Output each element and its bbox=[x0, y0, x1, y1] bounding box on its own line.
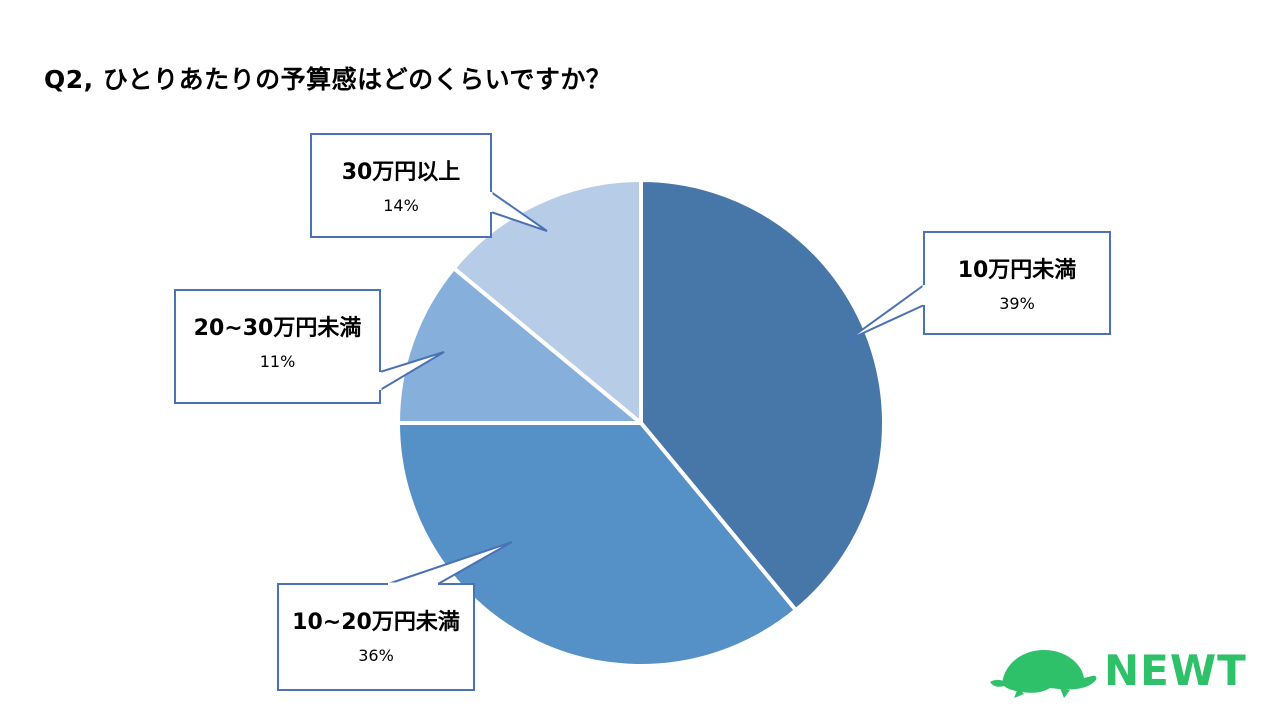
turtle-icon bbox=[990, 650, 1097, 698]
pie-slice-3 bbox=[396, 266, 643, 425]
slice-value-4: 14% bbox=[383, 196, 419, 215]
callout-box-3 bbox=[174, 289, 381, 404]
slice-label-4: 30万円以上 bbox=[341, 160, 461, 185]
pie-slice-2 bbox=[396, 421, 798, 668]
newt-logo: NEWT bbox=[988, 642, 1258, 700]
slice-value-1: 39% bbox=[999, 294, 1035, 313]
slice-value-2: 36% bbox=[358, 646, 394, 665]
callout-box-2 bbox=[277, 583, 475, 691]
slice-value-3: 11% bbox=[259, 352, 296, 371]
slice-label-3: 20~30万円未満 bbox=[193, 316, 362, 341]
pie-slices bbox=[396, 178, 886, 668]
logo-text: NEWT bbox=[1104, 646, 1247, 695]
callout-box-4 bbox=[310, 133, 492, 238]
pie-slice-1 bbox=[639, 178, 886, 613]
slice-label-2: 10~20万円未満 bbox=[292, 610, 460, 635]
callout-box-1 bbox=[923, 231, 1111, 335]
slice-label-1: 10万円未満 bbox=[957, 258, 1077, 283]
pie-slice-4 bbox=[451, 178, 643, 425]
callouts bbox=[174, 133, 1111, 691]
page-title: Q2, ひとりあたりの予算感はどのくらいですか？ bbox=[44, 65, 612, 94]
